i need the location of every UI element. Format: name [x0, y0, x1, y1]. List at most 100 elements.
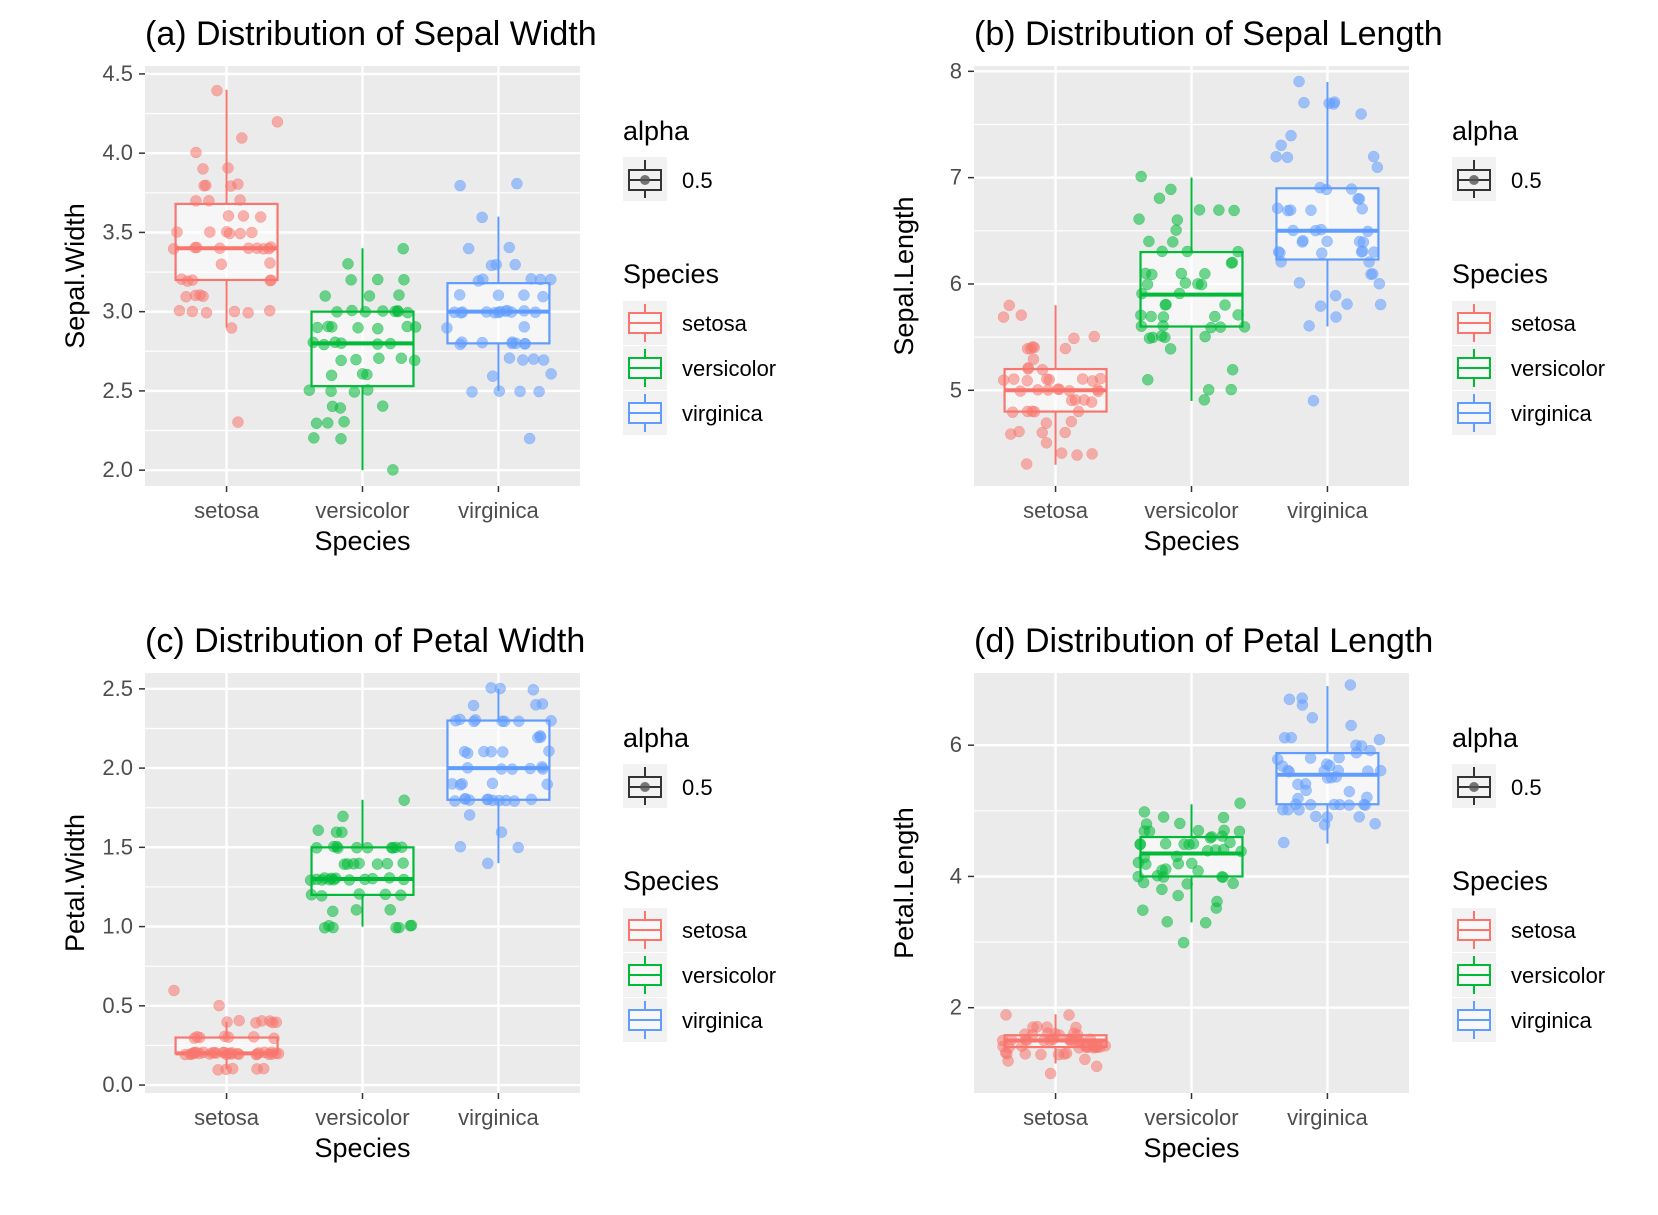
data-point-virginica [497, 746, 509, 758]
data-point-virginica [1285, 731, 1298, 744]
data-point-versicolor [1199, 330, 1211, 343]
data-point-setosa [188, 1047, 200, 1060]
legend-alpha-title: alpha [1452, 116, 1519, 146]
data-point-virginica [493, 385, 506, 397]
data-point-versicolor [1202, 384, 1215, 396]
data-point-versicolor [1135, 170, 1147, 183]
legend-alpha-title: alpha [623, 116, 690, 146]
data-point-versicolor [316, 874, 328, 886]
x-tick-label: virginica [1287, 498, 1368, 523]
data-point-setosa [1022, 362, 1035, 374]
data-point-versicolor [1181, 245, 1194, 258]
data-point-virginica [1293, 75, 1305, 88]
data-point-virginica [1298, 96, 1310, 109]
data-point-versicolor [376, 400, 389, 412]
data-point-versicolor [1226, 363, 1239, 376]
data-point-versicolor [351, 841, 363, 854]
data-point-setosa [221, 1016, 233, 1028]
data-point-versicolor [1156, 245, 1168, 258]
data-point-setosa [250, 1048, 262, 1061]
data-point-virginica [1305, 204, 1317, 217]
data-point-versicolor [366, 872, 379, 885]
data-point-setosa [1026, 405, 1038, 418]
data-point-virginica [1297, 234, 1309, 247]
x-axis-title: Species [314, 1133, 410, 1163]
data-point-virginica [1355, 108, 1367, 120]
x-tick-label: virginica [1287, 1105, 1368, 1130]
data-point-virginica [1350, 746, 1363, 759]
data-point-versicolor [311, 321, 324, 334]
x-tick-label: versicolor [315, 1105, 409, 1130]
data-point-virginica [518, 321, 531, 333]
data-point-virginica [1353, 235, 1366, 248]
data-point-setosa [1085, 396, 1098, 408]
data-point-versicolor [379, 888, 392, 901]
data-point-setosa [223, 227, 236, 240]
data-point-setosa [222, 1031, 235, 1043]
data-point-setosa [1008, 373, 1020, 385]
data-point-setosa [1065, 394, 1078, 407]
chart-petal-width: (c) Distribution of Petal Width 0.0 0.5 1.0… [60, 622, 776, 1163]
data-point-virginica [545, 273, 557, 286]
data-point-virginica [1344, 679, 1357, 691]
data-point-setosa [1059, 342, 1072, 355]
data-point-versicolor [1132, 870, 1144, 883]
data-point-versicolor [373, 352, 385, 364]
data-point-setosa [1068, 332, 1080, 345]
y-tick-label: 3.0 [102, 299, 133, 324]
data-point-virginica [537, 354, 550, 366]
data-point-virginica [1356, 203, 1368, 215]
data-point-virginica [527, 353, 540, 365]
data-point-setosa [271, 116, 284, 128]
data-point-setosa [1036, 426, 1048, 439]
data-point-virginica [517, 354, 529, 366]
data-point-setosa [1063, 1033, 1076, 1046]
data-point-versicolor [1192, 865, 1204, 877]
data-point-virginica [511, 177, 523, 190]
data-point-virginica [482, 857, 494, 870]
data-point-setosa [1032, 384, 1044, 396]
data-point-setosa [228, 305, 241, 318]
chart-title: (a) Distribution of Sepal Width [145, 15, 597, 53]
data-point-virginica [1275, 256, 1287, 268]
legend-label-virginica: virginica [682, 1008, 763, 1033]
data-point-versicolor [371, 858, 384, 870]
data-point-virginica [1304, 752, 1317, 764]
chart-sepal-length: (b) Distribution of Sepal Length 5 6 7 8 seto… [889, 15, 1605, 556]
legend-key-point [1469, 175, 1479, 185]
x-axis-title: Species [1143, 526, 1239, 556]
data-point-setosa [232, 416, 244, 428]
data-point-virginica [1307, 394, 1320, 407]
data-point-setosa [1040, 373, 1053, 385]
data-point-versicolor [391, 304, 404, 317]
data-point-virginica [482, 793, 494, 806]
data-point-versicolor [312, 824, 325, 837]
data-point-virginica [476, 336, 488, 349]
data-point-virginica [467, 699, 480, 712]
y-tick-label: 1.5 [102, 834, 133, 859]
data-point-versicolor [321, 417, 334, 429]
data-point-versicolor [395, 352, 408, 365]
data-point-versicolor [1175, 267, 1188, 280]
data-point-versicolor [393, 289, 405, 301]
data-point-versicolor [303, 384, 316, 396]
x-axis-title: Species [314, 526, 410, 556]
data-point-versicolor [1157, 811, 1170, 823]
data-point-setosa [264, 257, 276, 269]
data-point-virginica [463, 809, 476, 821]
data-point-versicolor [377, 305, 389, 317]
data-point-versicolor [1141, 278, 1154, 291]
data-point-virginica [1330, 311, 1342, 323]
data-point-virginica [1364, 744, 1376, 757]
data-point-virginica [472, 275, 485, 287]
data-point-versicolor [372, 322, 384, 335]
data-point-versicolor [1199, 916, 1212, 929]
data-point-versicolor [1156, 864, 1168, 876]
data-point-virginica [492, 289, 505, 302]
legend-alpha-title: alpha [1452, 723, 1519, 753]
data-point-versicolor [1210, 902, 1223, 914]
x-tick-label: setosa [194, 1105, 260, 1130]
data-point-versicolor [353, 857, 365, 870]
data-point-virginica [486, 777, 499, 790]
data-point-versicolor [350, 904, 363, 916]
